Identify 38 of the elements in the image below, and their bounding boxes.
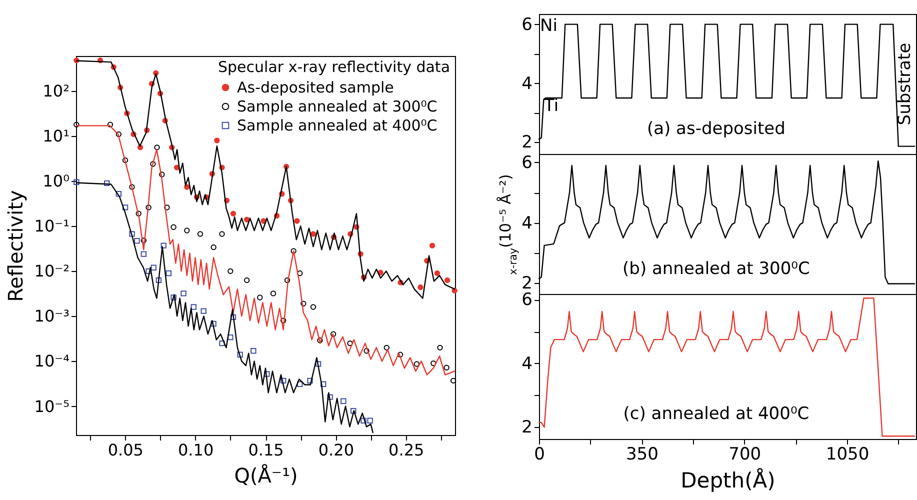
y-tick-label: 10⁻⁵ (34, 396, 70, 416)
y-tick-label: 10² (42, 82, 70, 101)
y-tick-label: 10⁰ (42, 172, 70, 191)
y-tick-label: 10¹ (42, 126, 70, 146)
x-axis-title: Q(Å⁻¹) (234, 464, 298, 488)
x-tick-label: 0.20 (318, 440, 354, 460)
y-tick-label: 4 (522, 213, 532, 234)
y-tick-label: 4 (522, 74, 532, 94)
legend-label: As-deposited sample (237, 78, 394, 96)
annotation: Ti (543, 96, 559, 116)
legend-title: Specular x-ray reflectivity data (218, 58, 450, 76)
x-tick-label: 700 (728, 444, 762, 464)
x-tick-label: 350 (626, 444, 658, 464)
annotation: (a) as-deposited (646, 119, 786, 139)
x-tick-label: 0.25 (388, 440, 424, 460)
y-tick-label: 2 (522, 418, 532, 438)
annotation: Substrate (895, 42, 915, 126)
x-axis-title: Depth(Å) (680, 468, 776, 492)
y-axis-title: Reflectivity (3, 190, 28, 302)
annotation: Ni (540, 16, 558, 36)
x-tick-label: 0.15 (248, 440, 284, 460)
legend-label: Sample annealed at 400⁰C (237, 116, 438, 134)
y-tick-label: 10⁻³ (34, 306, 70, 326)
legend-label: Sample annealed at 300⁰C (237, 98, 438, 116)
y-tick-label: 6 (522, 152, 532, 173)
y-tick-label: 6 (522, 14, 532, 35)
annotation: (b) annealed at 300⁰C (622, 259, 810, 279)
x-tick-label: 1050 (826, 444, 870, 464)
x-tick-label: 0.10 (178, 440, 214, 460)
y-tick-label: 10⁻¹ (34, 216, 70, 236)
x-tick-label: 0.05 (108, 440, 144, 460)
y-tick-label: 10⁻² (34, 262, 70, 281)
y-tick-label: 2 (522, 132, 532, 153)
y-tick-label: 10⁻⁴ (34, 352, 70, 371)
y-tick-label: 6 (522, 290, 532, 310)
annotation: (c) annealed at 400⁰C (623, 404, 810, 424)
y-tick-label: 4 (522, 354, 532, 374)
x-tick-label: 0 (534, 444, 545, 464)
